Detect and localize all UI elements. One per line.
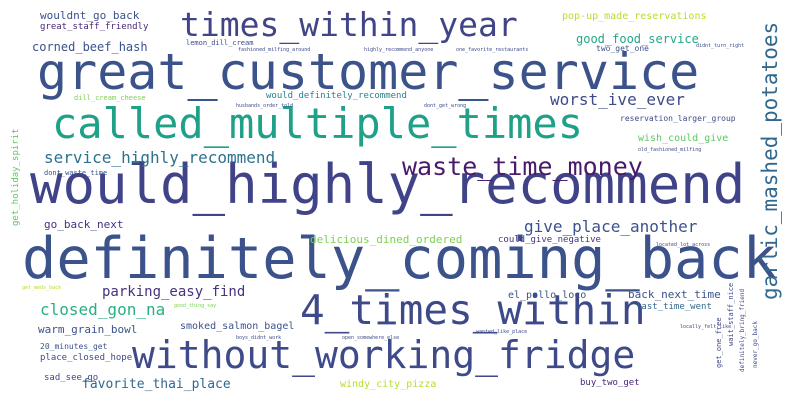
word-husbands-order-told: husbands_order_told [236,103,294,109]
word-waste-time-money: waste_time_money [402,152,643,181]
word-get-meds-back: get_meds_back [22,285,62,291]
word-sad-see-go: sad_see_go [44,373,99,383]
word-open-somewhere-else: open_somewhere_else [342,335,400,341]
word-wanted-like-place: wanted_like_place [476,329,528,335]
word-highly-recommend-anyone: highly_recommend_anyone [364,47,434,53]
word-never-go-back: never_go_back [752,321,759,368]
word-good-food-service: good_food_service [576,32,699,46]
word-reservation-larger-group: reservation_larger_group [620,114,736,123]
word-get-holiday-spirit: get_holiday_spirit [11,128,21,226]
word-parking-easy-find: parking_easy_find [102,284,246,300]
word-locally-felt-like: locally_felt_like [680,324,732,330]
word-without-working-fridge: without_working_fridge [132,333,636,377]
word-two-get-one: two_get_one [596,44,649,53]
word-times-within-year: times_within_year [180,5,518,44]
word-would-highly-recommend: would_highly_recommend [30,153,746,216]
word-old-fashioned-milfing: old_fashioned_milfing [638,147,702,153]
word-definitely-bring-friend: definitely_bring_friend [739,288,746,372]
word-boys-didnt-work: boys_didnt_work [236,335,282,341]
word-could-give-negative: could_give_negative [498,235,601,245]
word-place-closed-hope: place_closed_hope [40,353,133,363]
word-smoked-salmon-bagel: smoked_salmon_bagel [180,321,295,332]
word-would-definitely-recommend: would_definitely_recommend [266,91,407,101]
word-20-minutes-get: 20_minutes_get [40,342,108,351]
word-definitely-coming-back: definitely_coming_back [22,226,777,292]
word-garlic-mashed-potatoes: garlic_mashed_potatoes [758,21,782,300]
word-4-times-within: 4_times_within [300,286,646,334]
word-closed-gon-na: closed_gon_na [40,300,166,319]
word-go-back-next: go_back_next [44,218,124,231]
word-worst-ive-ever: worst_ive_ever [550,90,685,109]
word-wouldnt-go-back: wouldnt_go_back [40,9,140,22]
word-dont-get-wrong: dont_get_wrong [424,103,467,109]
word-dill-cream-cheese: dill_cream_cheese [74,94,146,102]
word-el-pollo-loco: el_pollo_loco [508,290,587,301]
word-good-thing-say: good_thing_say [174,303,217,309]
word-back-next-time: back_next_time [628,288,721,301]
word-located-lot-across: located_lot_across [656,242,711,248]
word-give-place-another: give_place_another [524,217,698,236]
word-wait-staff-nice: wait_staff_nice [727,282,735,346]
word-lemon-dill-cream: lemon_dill_cream [186,39,254,47]
word-buy-two-get: buy_two_get [580,378,640,388]
word-dont-waste-time: dont_waste_time [44,169,108,177]
word-fashioned-milfing-around: fashioned_milfing_around [238,47,311,53]
word-warm-grain-bowl: warm_grain_bowl [38,323,138,336]
word-great-customer-service: great_customer_service [37,43,700,101]
word-pop-up-made-reservations: pop-up_made_reservations [562,11,707,22]
word-service-highly-recommend: service_highly_recommend [44,148,276,167]
word-favorite-thai-place: favorite_thai_place [82,377,231,392]
word-windy-city-pizza: windy_city_pizza [340,379,437,390]
word-delicious-dined-ordered: delicious_dined_ordered [310,233,463,246]
word-one-favorite-restaurants: one_favorite_restaurants [456,47,529,53]
word-last-time-went: last_time_went [636,302,712,312]
word-called-multiple-times: called_multiple_times [52,99,584,148]
word-great-staff-friendly: great_staff_friendly [40,22,149,32]
word-wish-could-give: wish_could_give [638,133,729,144]
word-corned-beef-hash: corned_beef_hash [32,40,148,54]
word-didnt-turn-right: didnt_turn_right [696,43,745,49]
